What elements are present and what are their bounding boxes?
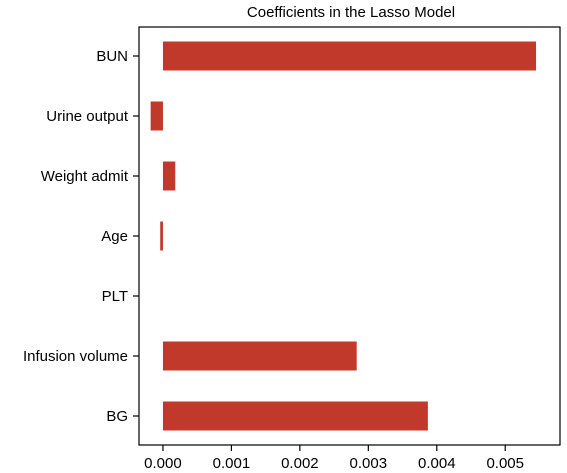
bars-group: [150, 41, 537, 431]
plot-frame: [138, 26, 561, 446]
x-axis-ticks: 0.000 0.001 0.002 0.003 0.004 0.005: [144, 445, 524, 472]
y-tick-label: BUN: [96, 48, 128, 65]
bar-bun: [162, 41, 537, 71]
x-tick-label: 0.003: [350, 455, 388, 472]
bar-weight-admit: [162, 161, 176, 191]
x-tick-label: 0.002: [281, 455, 319, 472]
y-tick-label: Urine output: [46, 108, 129, 125]
x-tick-label: 0.005: [486, 455, 524, 472]
x-tick-label: 0.001: [213, 455, 251, 472]
bar-age: [160, 221, 163, 251]
bar-infusion-volume: [162, 341, 357, 371]
bar-bg: [162, 401, 428, 431]
x-tick-label: 0.004: [418, 455, 456, 472]
chart-title: Coefficients in the Lasso Model: [247, 4, 455, 21]
bar-urine-output: [150, 101, 163, 131]
y-tick-label: PLT: [102, 288, 128, 305]
x-tick-label: 0.000: [144, 455, 182, 472]
y-tick-label: Infusion volume: [23, 348, 128, 365]
y-tick-label: BG: [106, 408, 128, 425]
y-tick-label: Weight admit: [41, 168, 129, 185]
y-tick-label: Age: [101, 228, 128, 245]
y-axis-ticks: BUN Urine output Weight admit Age PLT Infusio…: [23, 48, 139, 425]
